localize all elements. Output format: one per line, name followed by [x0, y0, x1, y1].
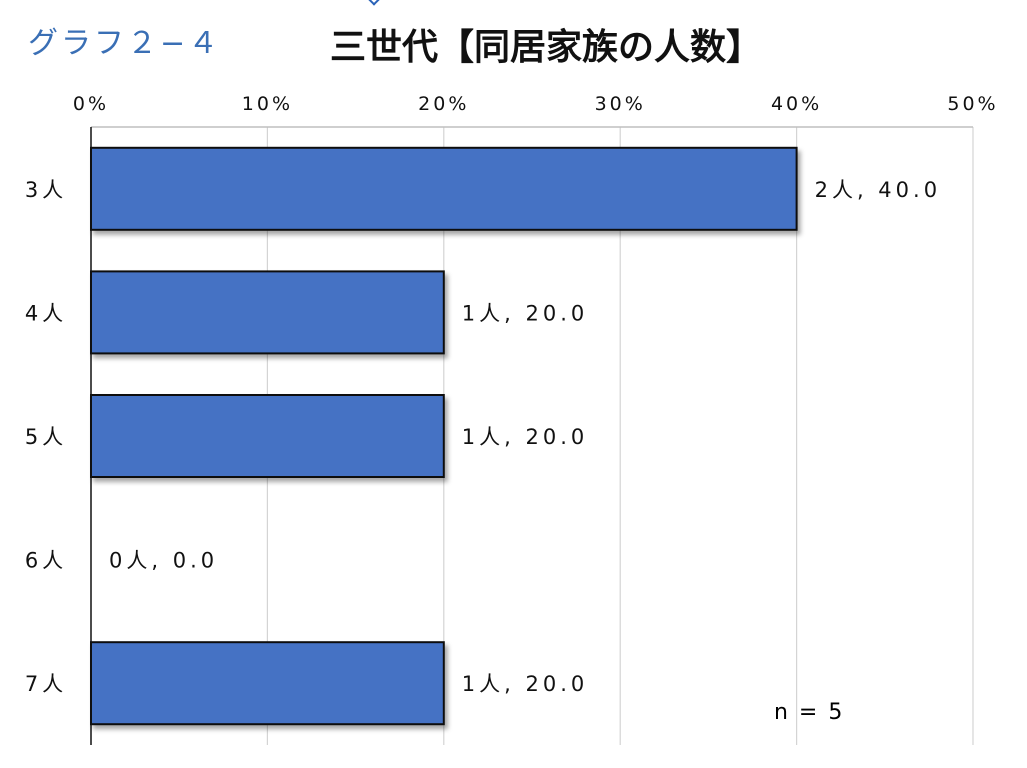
x-tick-label: 30%: [595, 93, 646, 115]
x-tick-label: 10%: [242, 93, 293, 115]
x-tick-label: 40%: [771, 93, 822, 115]
data-label: 0人, 0.0: [109, 549, 218, 573]
data-label: 2人, 40.0: [815, 178, 941, 202]
chart-title: 三世代【同居家族の人数】: [330, 27, 763, 68]
bar: [90, 641, 445, 726]
data-label: 1人, 20.0: [462, 672, 588, 696]
category-label: 7人: [25, 672, 67, 696]
sample-size-label: n = 5: [774, 700, 845, 725]
category-label: 4人: [25, 301, 67, 325]
category-label: 3人: [25, 178, 67, 202]
data-label: 1人, 20.0: [462, 301, 588, 325]
bar: [90, 146, 798, 231]
x-tick-label: 50%: [947, 93, 998, 115]
category-label: 5人: [25, 425, 67, 449]
bar: [90, 394, 445, 478]
bar: [90, 270, 445, 355]
data-label: 1人, 20.0: [462, 425, 588, 449]
category-label: 6人: [25, 549, 67, 573]
graph-number-label: グラフ２−４: [28, 26, 222, 61]
x-tick-label: 20%: [418, 93, 469, 115]
x-tick-label: 0%: [73, 93, 109, 115]
